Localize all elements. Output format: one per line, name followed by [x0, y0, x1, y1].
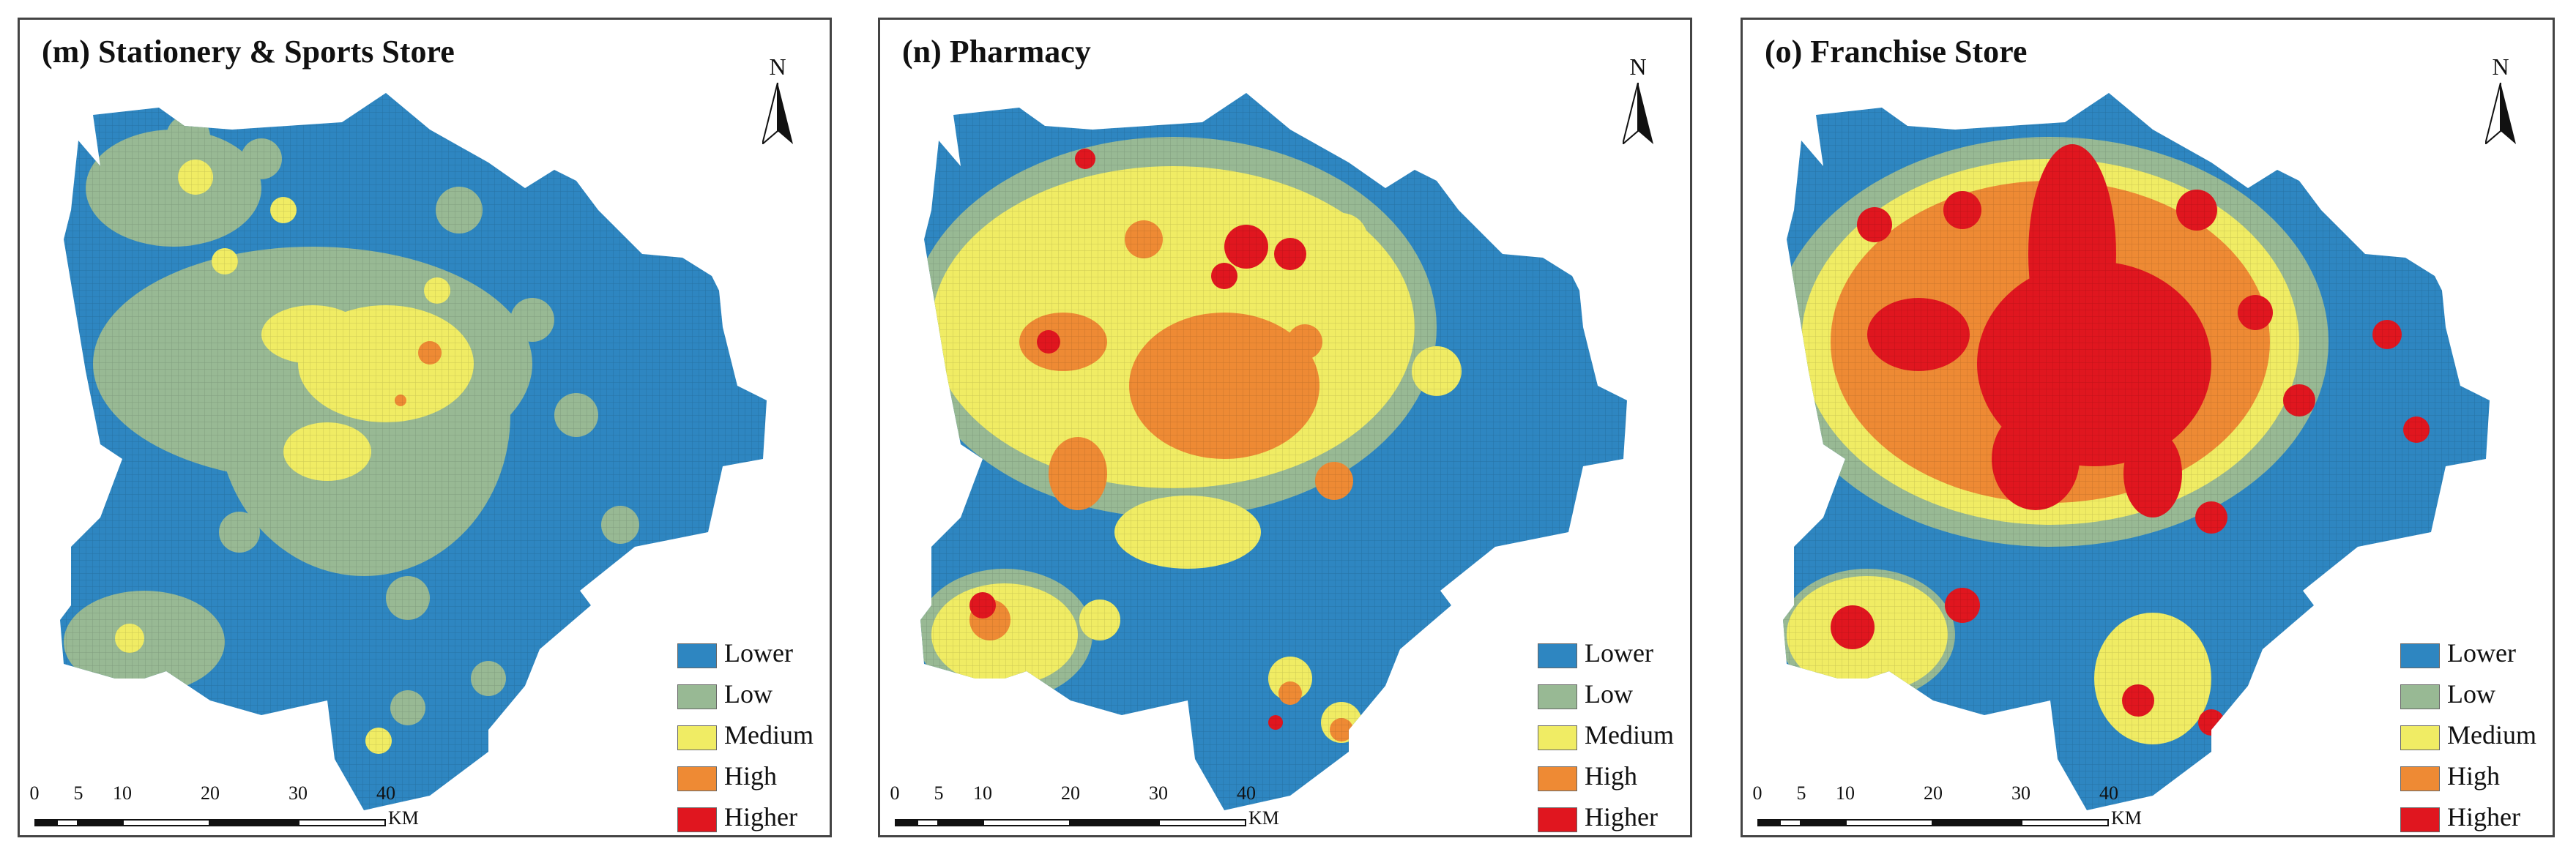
- legend-label: Low: [2447, 679, 2495, 709]
- legend-label: Lower: [1585, 638, 1653, 668]
- legend-label: Higher: [1585, 802, 1658, 832]
- north-label: N: [2492, 53, 2509, 80]
- scale-tick: 5: [1796, 782, 1806, 804]
- scale-unit: KM: [388, 807, 419, 829]
- scale-tick: 30: [289, 782, 308, 804]
- scale-tick: 20: [1061, 782, 1080, 804]
- scale-unit: KM: [1248, 807, 1279, 829]
- scale-tick: 40: [1237, 782, 1256, 804]
- panel-title: (o) Franchise Store: [1765, 34, 2028, 70]
- north-arrow-icon: N: [2475, 53, 2526, 156]
- scale-tick: 40: [376, 782, 395, 804]
- legend-label: Low: [1585, 679, 1633, 709]
- legend-label: Higher: [2447, 802, 2520, 832]
- scale-tick: 30: [2011, 782, 2030, 804]
- legend-label: Medium: [2447, 720, 2536, 750]
- scale-tick: 20: [201, 782, 220, 804]
- panel-title: (m) Stationery & Sports Store: [42, 34, 455, 70]
- scale-bar: 0 5 10 20 30 40 KM: [1750, 782, 2145, 829]
- scale-unit: KM: [2111, 807, 2142, 829]
- legend-label: High: [2447, 761, 2500, 791]
- scale-tick: 0: [890, 782, 900, 804]
- scale-tick: 30: [1149, 782, 1168, 804]
- legend-label: Low: [724, 679, 773, 709]
- scale-tick: 20: [1924, 782, 1943, 804]
- map-panel-n: (n) Pharmacy N Lower Low Medium High Hig…: [878, 18, 1692, 837]
- map-panel-o: (o) Franchise Store N Lower Low Medium H…: [1741, 18, 2555, 837]
- map-panel-m: (m) Stationery & Sports Store N Lower Lo…: [18, 18, 832, 837]
- scale-tick: 5: [73, 782, 83, 804]
- scale-tick: 0: [1752, 782, 1762, 804]
- north-label: N: [769, 53, 786, 80]
- legend-label: High: [724, 761, 777, 791]
- scale-bar: 0 5 10 20 30 40 KM: [887, 782, 1283, 829]
- legend-label: Higher: [724, 802, 797, 832]
- legend-label: Lower: [2447, 638, 2516, 668]
- scale-tick: 10: [113, 782, 132, 804]
- legend-label: Lower: [724, 638, 793, 668]
- scale-bar: 0 5 10 20 30 40 KM: [27, 782, 422, 829]
- scale-tick: 40: [2099, 782, 2118, 804]
- legend-label: Medium: [1585, 720, 1674, 750]
- north-arrow-icon: N: [752, 53, 803, 156]
- legend-label: Medium: [724, 720, 814, 750]
- scale-tick: 0: [29, 782, 40, 804]
- north-label: N: [1629, 53, 1647, 80]
- density-map: [60, 93, 767, 810]
- scale-tick: 10: [1836, 782, 1855, 804]
- north-arrow-icon: N: [1612, 53, 1664, 156]
- density-map: [1783, 93, 2490, 810]
- density-map: [920, 93, 1627, 810]
- legend-label: High: [1585, 761, 1637, 791]
- panel-title: (n) Pharmacy: [902, 34, 1091, 70]
- scale-tick: 10: [973, 782, 992, 804]
- scale-tick: 5: [934, 782, 944, 804]
